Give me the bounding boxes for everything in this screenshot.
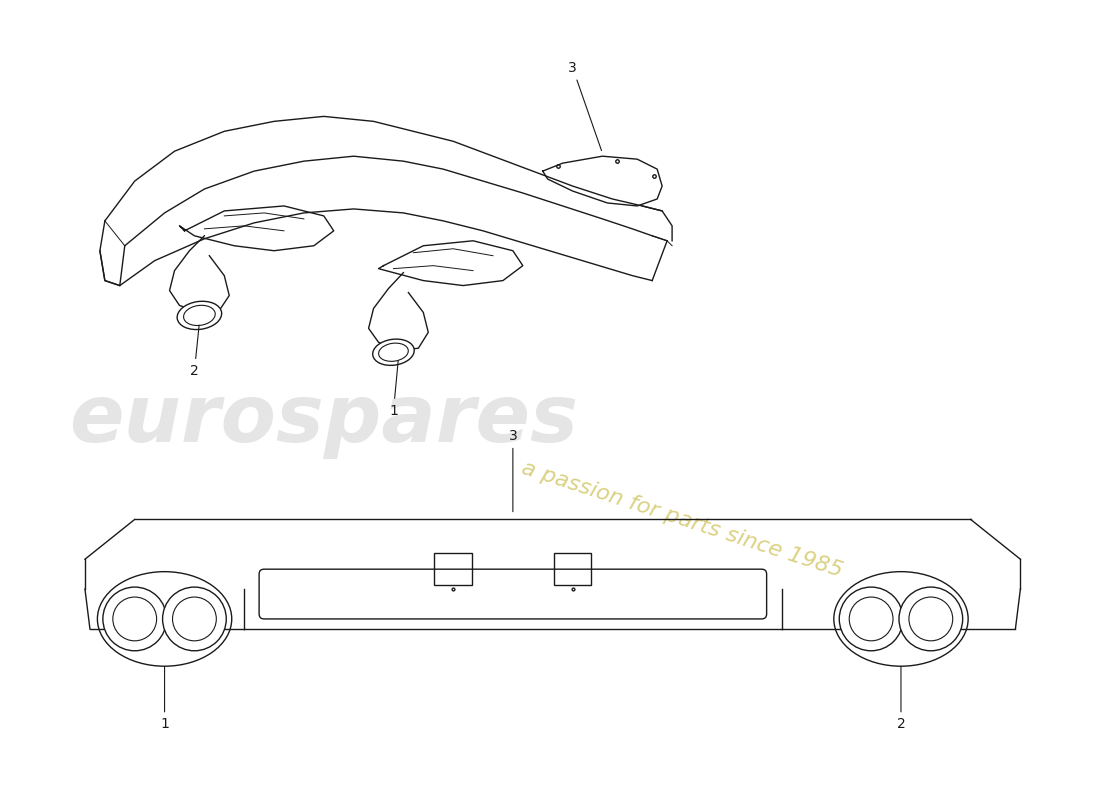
Text: 1: 1 bbox=[161, 666, 169, 731]
Ellipse shape bbox=[839, 587, 903, 650]
Ellipse shape bbox=[373, 339, 415, 366]
Text: 2: 2 bbox=[190, 325, 199, 378]
Text: a passion for parts since 1985: a passion for parts since 1985 bbox=[519, 458, 845, 581]
Ellipse shape bbox=[163, 587, 227, 650]
Text: 2: 2 bbox=[896, 666, 905, 731]
Ellipse shape bbox=[103, 587, 166, 650]
Ellipse shape bbox=[899, 587, 962, 650]
Text: eurospares: eurospares bbox=[69, 381, 579, 459]
Text: 3: 3 bbox=[508, 429, 517, 512]
Ellipse shape bbox=[177, 302, 222, 330]
Text: 3: 3 bbox=[569, 61, 602, 150]
Text: 1: 1 bbox=[389, 361, 398, 418]
